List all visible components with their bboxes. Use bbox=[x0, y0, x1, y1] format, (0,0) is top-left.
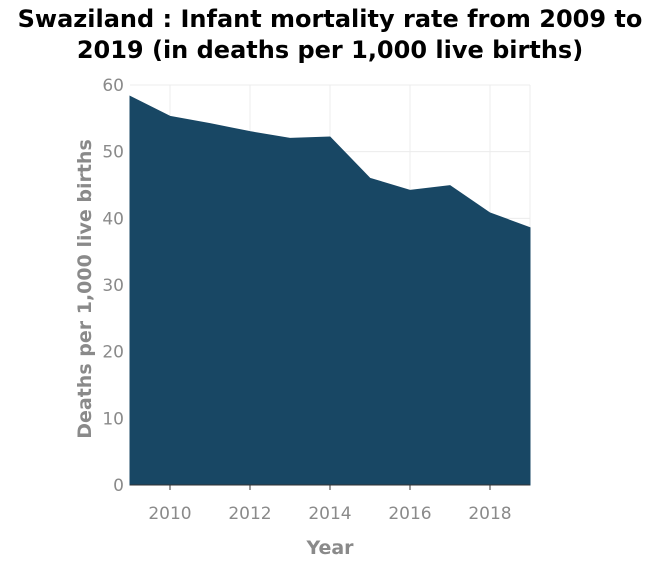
x-axis-ticks: 2010 2012 2014 2016 2018 bbox=[148, 485, 512, 524]
y-tick-label: 50 bbox=[102, 143, 124, 163]
x-tick-label: 2014 bbox=[308, 504, 351, 524]
y-tick-label: 10 bbox=[102, 409, 124, 429]
y-tick-label: 0 bbox=[113, 476, 124, 496]
y-tick-label: 20 bbox=[102, 343, 124, 363]
x-tick-label: 2018 bbox=[468, 504, 511, 524]
y-axis-title: Deaths per 1,000 live births bbox=[74, 139, 96, 439]
x-tick-label: 2012 bbox=[228, 504, 271, 524]
y-tick-label: 30 bbox=[102, 276, 124, 296]
y-tick-label: 60 bbox=[102, 76, 124, 96]
y-tick-label: 40 bbox=[102, 209, 124, 229]
x-tick-label: 2010 bbox=[148, 504, 191, 524]
x-tick-label: 2016 bbox=[388, 504, 431, 524]
x-axis-title: Year bbox=[305, 537, 354, 559]
y-axis-ticks: 0 10 20 30 40 50 60 bbox=[102, 76, 124, 496]
chart-title: Swaziland : Infant mortality rate from 2… bbox=[17, 5, 643, 64]
series-area bbox=[129, 95, 531, 486]
